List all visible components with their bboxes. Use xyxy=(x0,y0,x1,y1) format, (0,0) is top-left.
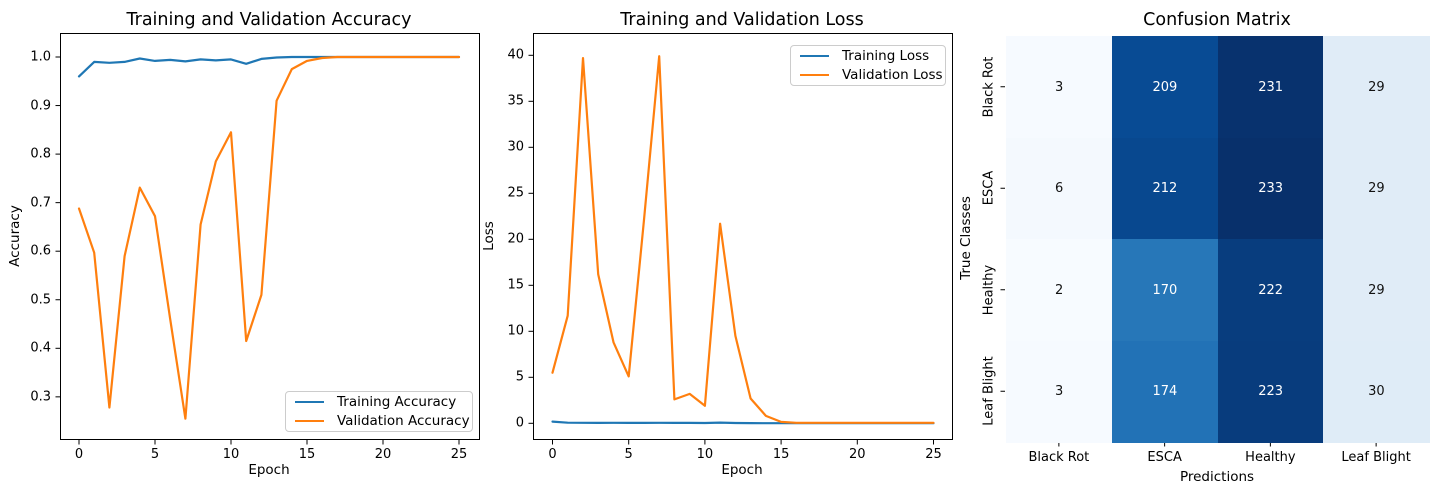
confusion-cell-r2c3: 29 xyxy=(1323,239,1430,341)
y-tick-label: 15 xyxy=(507,277,524,293)
x-tick-label: 10 xyxy=(696,447,714,462)
x-tick-label: 10 xyxy=(222,447,240,462)
x-tick-label: 20 xyxy=(849,447,866,462)
confusion-cell-r1c2: 233 xyxy=(1217,137,1324,240)
y-tick-label: 0.4 xyxy=(30,340,51,356)
row-label-healthy: Healthy xyxy=(981,264,997,315)
y-tick-label: 0.7 xyxy=(30,195,51,211)
confusion-cell-r2c1: 170 xyxy=(1111,239,1218,341)
x-tick-label: 5 xyxy=(150,447,160,462)
row-label-leaf-blight: Leaf Blight xyxy=(981,356,997,426)
confusion-cell-value: 222 xyxy=(1258,282,1284,298)
confusion-cell-r1c0: 6 xyxy=(1006,137,1113,240)
x-tick-label: 20 xyxy=(374,447,392,462)
confusion-cell-r2c0: 2 xyxy=(1006,239,1113,341)
loss-legend: Training Loss Validation Loss xyxy=(790,45,946,86)
confusion-cell-value: 6 xyxy=(1054,181,1064,196)
y-tick-label: 0.8 xyxy=(30,146,51,162)
y-tick-label: 25 xyxy=(507,185,524,201)
confusion-cell-r1c3: 29 xyxy=(1323,137,1430,240)
accuracy-chart-title: Training and Validation Accuracy xyxy=(126,10,412,30)
loss-y-axis-label: Loss xyxy=(481,221,497,251)
legend-label: Training Loss xyxy=(842,48,930,64)
training-accuracy-line-swatch xyxy=(295,400,324,404)
y-tick-label: 40 xyxy=(507,47,524,63)
row-label-esca: ESCA xyxy=(981,171,997,206)
x-tick-label: 15 xyxy=(298,447,316,462)
confusion-cell-value: 231 xyxy=(1258,79,1284,95)
confusion-cell-value: 29 xyxy=(1368,181,1385,196)
training-accuracy-line xyxy=(77,55,461,78)
legend-item-validation-accuracy: Validation Accuracy xyxy=(295,413,470,429)
y-tick-label: 20 xyxy=(507,231,524,247)
confusion-cell-value: 233 xyxy=(1258,181,1284,196)
confusion-cell-r0c3: 29 xyxy=(1323,36,1430,138)
validation-loss-line xyxy=(551,55,935,424)
confusion-cell-r3c3: 30 xyxy=(1323,340,1430,443)
confusion-cell-value: 170 xyxy=(1152,282,1178,298)
x-tick-label: 25 xyxy=(450,447,468,462)
confusion-cell-r3c1: 174 xyxy=(1111,340,1218,443)
confusion-cell-value: 29 xyxy=(1368,79,1385,95)
x-tick-label: 15 xyxy=(772,447,790,462)
confusion-cell-r3c0: 3 xyxy=(1006,340,1113,443)
col-label-leaf-blight: Leaf Blight xyxy=(1341,450,1411,465)
legend-label: Validation Loss xyxy=(842,67,943,83)
confusion-cell-r2c2: 222 xyxy=(1217,239,1324,341)
y-tick-label: 1.0 xyxy=(30,49,51,65)
y-tick-label: 30 xyxy=(507,139,524,155)
legend-item-training-accuracy: Training Accuracy xyxy=(295,394,463,410)
y-tick-label: 0.6 xyxy=(30,243,51,259)
confusion-cell-r0c2: 231 xyxy=(1217,36,1324,138)
confusion-cell-value: 29 xyxy=(1368,282,1385,298)
confusion-matrix-title: Confusion Matrix xyxy=(1143,10,1291,30)
x-tick-label: 25 xyxy=(925,447,942,462)
y-tick-label: 0.5 xyxy=(30,292,51,308)
col-label-healthy: Healthy xyxy=(1245,450,1296,465)
loss-chart-title: Training and Validation Loss xyxy=(620,10,864,30)
accuracy-legend: Training Accuracy Validation Accuracy xyxy=(285,391,473,432)
confusion-cell-value: 2 xyxy=(1054,282,1064,298)
confusion-cell-r3c2: 223 xyxy=(1217,340,1324,443)
x-tick-label: 0 xyxy=(548,447,557,462)
confusion-cell-value: 3 xyxy=(1054,79,1064,95)
confusion-y-axis-label: True Classes xyxy=(958,196,974,280)
confusion-cell-value: 3 xyxy=(1054,384,1064,399)
training-and-validation-loss-axes-frame xyxy=(533,33,953,440)
confusion-cell-value: 174 xyxy=(1152,384,1178,399)
validation-accuracy-line-swatch xyxy=(295,419,324,423)
accuracy-x-axis-label: Epoch xyxy=(248,462,290,478)
confusion-cell-value: 212 xyxy=(1152,181,1178,196)
confusion-x-axis-label: Predictions xyxy=(1179,469,1255,485)
accuracy-y-axis-label: Accuracy xyxy=(7,205,23,267)
x-tick-label: 0 xyxy=(74,447,84,462)
confusion-cell-r0c1: 209 xyxy=(1111,36,1218,138)
confusion-cell-value: 223 xyxy=(1258,384,1284,399)
y-tick-label: 0.9 xyxy=(30,98,51,114)
x-tick-label: 5 xyxy=(624,447,633,462)
confusion-cell-value: 30 xyxy=(1368,384,1385,399)
training-loss-line-swatch xyxy=(800,54,829,58)
col-label-esca: ESCA xyxy=(1147,450,1182,465)
y-tick-label: 0 xyxy=(515,415,524,431)
validation-accuracy-line xyxy=(77,55,461,420)
row-label-black-rot: Black Rot xyxy=(981,56,997,118)
y-tick-label: 35 xyxy=(507,93,524,109)
confusion-cell-r0c0: 3 xyxy=(1006,36,1113,138)
y-tick-label: 10 xyxy=(507,323,524,339)
training-and-validation-accuracy-axes-frame xyxy=(60,33,480,440)
confusion-cell-value: 209 xyxy=(1152,79,1178,95)
legend-item-validation-loss: Validation Loss xyxy=(800,67,943,83)
legend-label: Training Accuracy xyxy=(337,394,457,410)
legend-label: Validation Accuracy xyxy=(337,413,470,429)
y-tick-label: 0.3 xyxy=(30,389,51,405)
legend-item-training-loss: Training Loss xyxy=(800,48,936,64)
loss-x-axis-label: Epoch xyxy=(721,462,763,478)
y-tick-label: 5 xyxy=(515,369,524,385)
col-label-black-rot: Black Rot xyxy=(1028,450,1090,465)
confusion-cell-r1c1: 212 xyxy=(1111,137,1218,240)
validation-loss-line-swatch xyxy=(800,73,829,77)
